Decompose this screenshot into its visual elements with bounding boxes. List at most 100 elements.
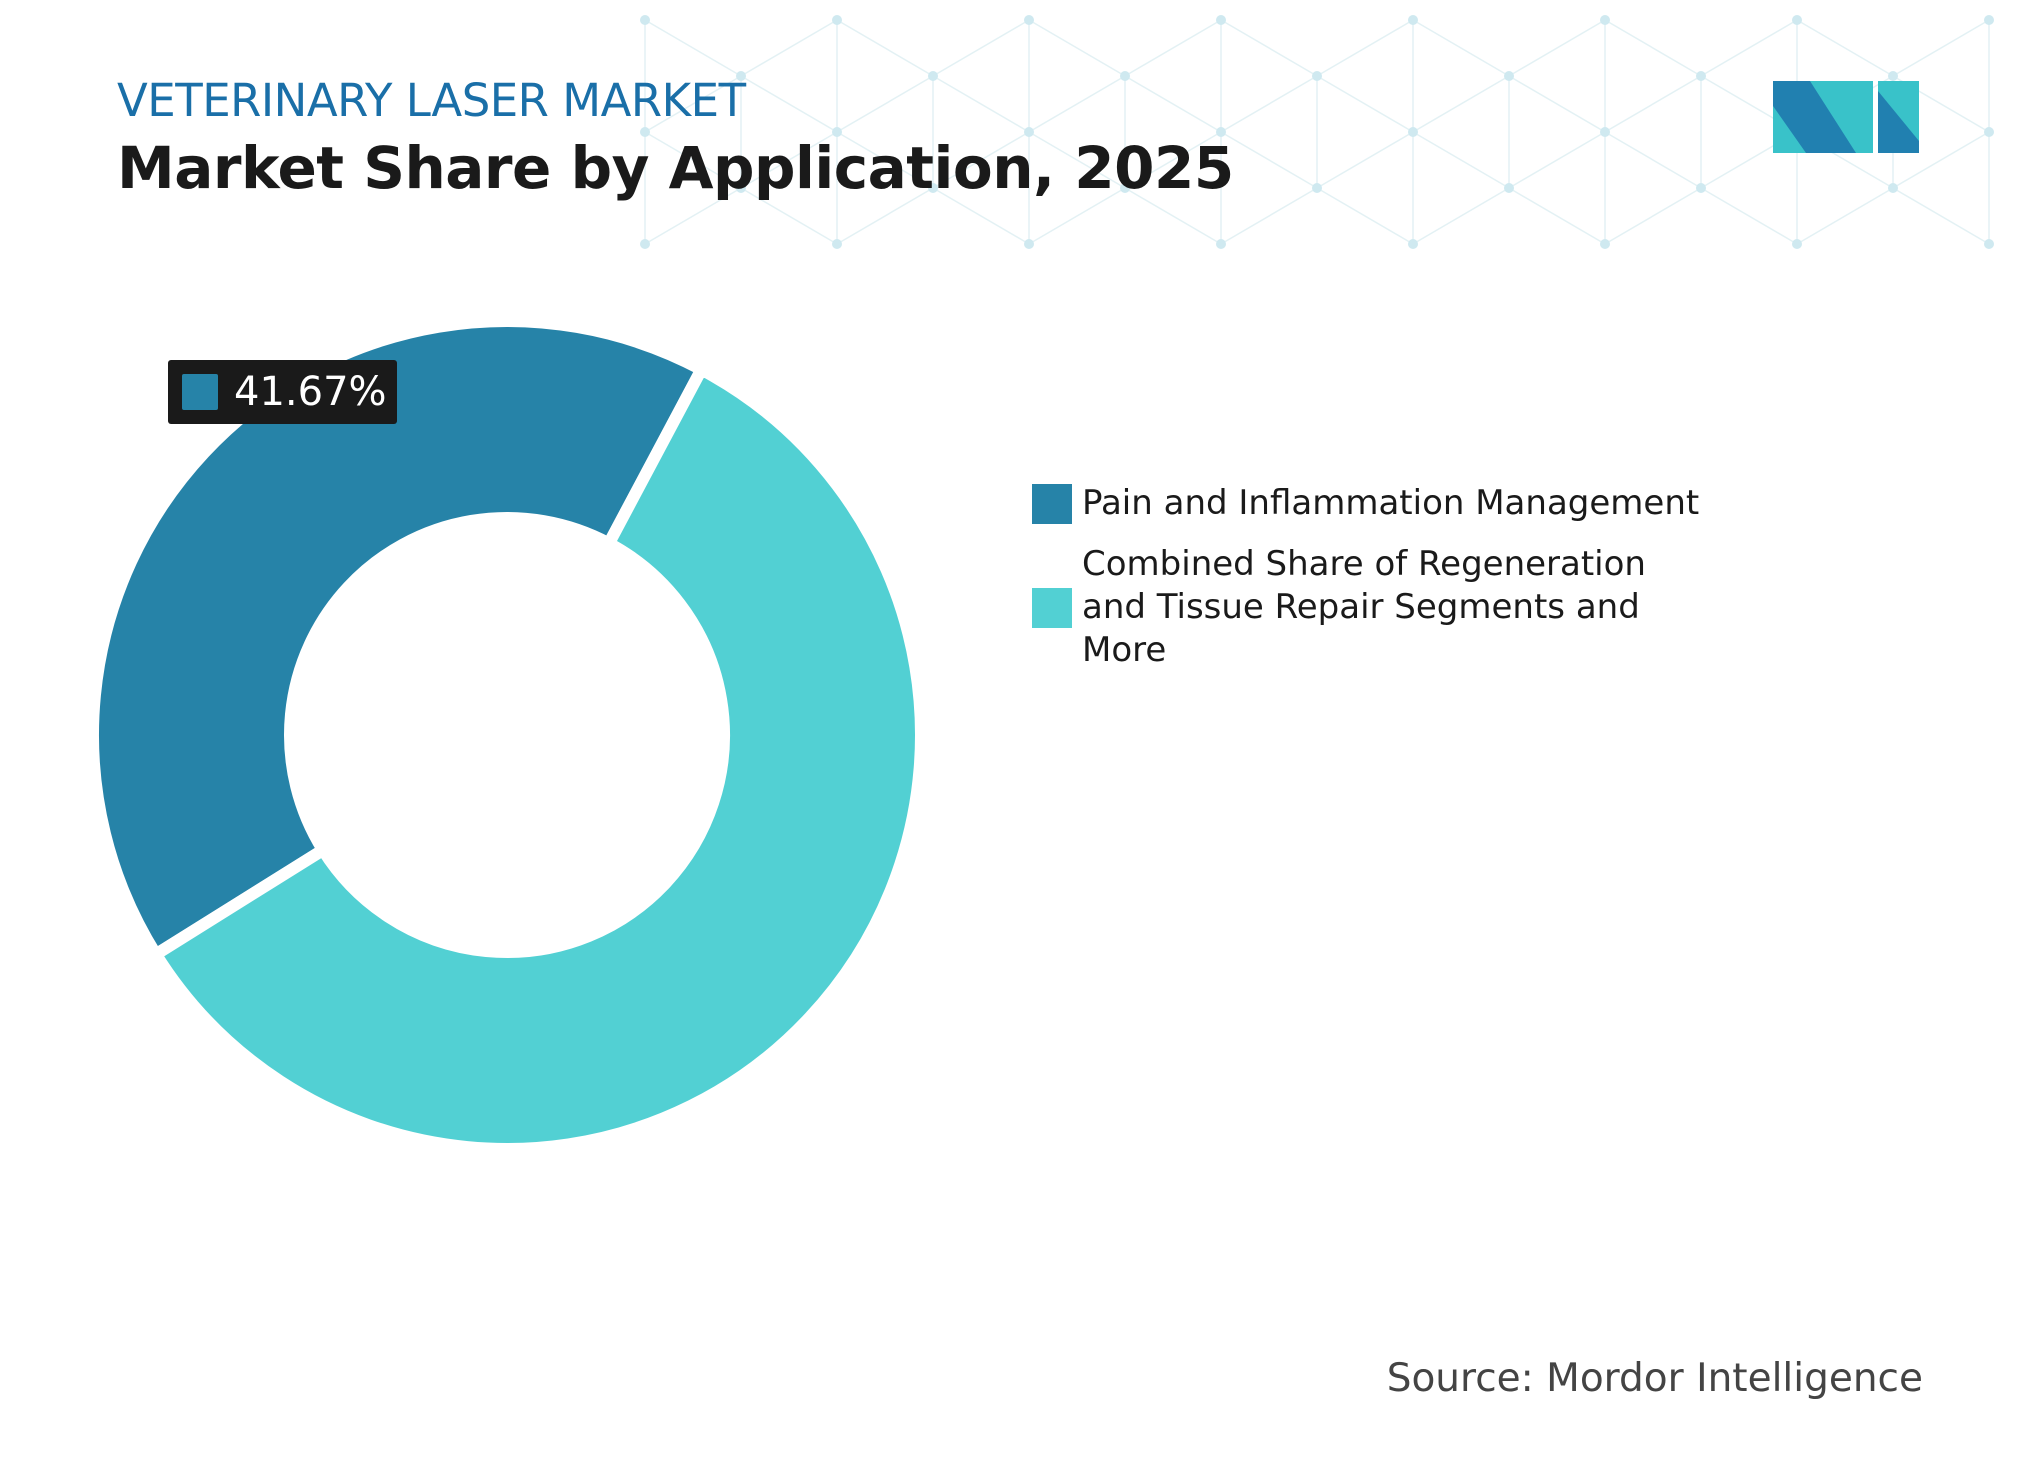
pattern-dot bbox=[1216, 15, 1226, 25]
legend-item[interactable]: Pain and Inflammation Management bbox=[1032, 482, 1712, 525]
pattern-line bbox=[1412, 187, 1510, 245]
pattern-dot bbox=[1504, 183, 1514, 193]
pattern-dot bbox=[1600, 127, 1610, 137]
pattern-dot bbox=[1984, 15, 1994, 25]
pattern-dot bbox=[1216, 127, 1226, 137]
pattern-dot bbox=[832, 15, 842, 25]
pattern-line bbox=[1220, 131, 1318, 189]
pattern-line bbox=[1028, 19, 1126, 77]
pattern-dot bbox=[640, 15, 650, 25]
pattern-line bbox=[1220, 75, 1318, 133]
pattern-line bbox=[1508, 19, 1606, 77]
pattern-line bbox=[740, 131, 838, 189]
pattern-line bbox=[1124, 187, 1222, 245]
pattern-line bbox=[932, 131, 1030, 189]
pattern-dot bbox=[640, 127, 650, 137]
legend-item[interactable]: Combined Share of Regeneration and Tissu… bbox=[1032, 543, 1712, 672]
pattern-line bbox=[1508, 187, 1606, 245]
pattern-line bbox=[1412, 75, 1510, 133]
pattern-line bbox=[1220, 187, 1318, 245]
tooltip-swatch bbox=[182, 374, 218, 410]
pattern-line bbox=[1604, 131, 1702, 189]
pattern-dot bbox=[1696, 183, 1706, 193]
pattern-line bbox=[1412, 19, 1510, 77]
pattern-line bbox=[1124, 131, 1222, 189]
pattern-line bbox=[932, 19, 1030, 77]
pattern-dot bbox=[1024, 127, 1034, 137]
pattern-line bbox=[644, 19, 742, 77]
pattern-dot bbox=[928, 183, 938, 193]
pattern-line bbox=[740, 187, 838, 245]
pattern-line bbox=[1028, 187, 1126, 245]
pattern-line bbox=[1604, 75, 1702, 133]
pattern-line bbox=[644, 187, 742, 245]
pattern-dot bbox=[1312, 183, 1322, 193]
pattern-dot bbox=[832, 239, 842, 249]
donut-slice-1[interactable] bbox=[87, 315, 710, 963]
pattern-dot bbox=[1888, 183, 1898, 193]
pattern-line bbox=[1604, 19, 1702, 77]
legend-label: Pain and Inflammation Management bbox=[1082, 483, 1700, 523]
pattern-dot bbox=[1792, 239, 1802, 249]
pattern-line bbox=[836, 75, 934, 133]
pattern-dot bbox=[1408, 15, 1418, 25]
pattern-line bbox=[1316, 75, 1414, 133]
pattern-line bbox=[1700, 19, 1798, 77]
pattern-line bbox=[1892, 19, 1990, 77]
pattern-line bbox=[932, 75, 1030, 133]
pattern-line bbox=[932, 187, 1030, 245]
pattern-line bbox=[1412, 131, 1510, 189]
pattern-line bbox=[644, 131, 742, 189]
pattern-line bbox=[1028, 75, 1126, 133]
pattern-line bbox=[644, 75, 742, 133]
pattern-line bbox=[1892, 131, 1990, 189]
pattern-dot bbox=[1504, 71, 1514, 81]
pattern-dot bbox=[1120, 71, 1130, 81]
pattern-line bbox=[1508, 75, 1606, 133]
pattern-dot bbox=[640, 239, 650, 249]
pattern-dot bbox=[1888, 71, 1898, 81]
chart-title: Market Share by Application, 2025 bbox=[117, 134, 1234, 202]
pattern-line bbox=[836, 131, 934, 189]
pattern-dot bbox=[1312, 71, 1322, 81]
pattern-dot bbox=[1984, 127, 1994, 137]
pattern-dot bbox=[1120, 183, 1130, 193]
pattern-dot bbox=[928, 71, 938, 81]
pattern-dot bbox=[1408, 127, 1418, 137]
pattern-dot bbox=[1600, 15, 1610, 25]
data-label-tooltip: 41.67% bbox=[168, 360, 397, 424]
pattern-dot bbox=[1792, 15, 1802, 25]
pattern-dot bbox=[736, 183, 746, 193]
pattern-line bbox=[836, 19, 934, 77]
pattern-line bbox=[836, 187, 934, 245]
pattern-dot bbox=[1600, 239, 1610, 249]
chart-kicker: VETERINARY LASER MARKET bbox=[117, 74, 746, 127]
pattern-line bbox=[1124, 75, 1222, 133]
mordor-logo bbox=[1773, 81, 1919, 153]
pattern-dot bbox=[1216, 239, 1226, 249]
pattern-dot bbox=[1024, 15, 1034, 25]
pattern-line bbox=[1316, 187, 1414, 245]
pattern-line bbox=[740, 75, 838, 133]
legend-swatch bbox=[1032, 483, 1072, 524]
pattern-line bbox=[1508, 131, 1606, 189]
pattern-dot bbox=[1408, 239, 1418, 249]
pattern-dot bbox=[832, 127, 842, 137]
donut-slice-2[interactable] bbox=[147, 361, 927, 1155]
pattern-line bbox=[1796, 19, 1894, 77]
pattern-line bbox=[1316, 131, 1414, 189]
legend-swatch bbox=[1032, 587, 1072, 628]
pattern-dot bbox=[1024, 239, 1034, 249]
source-note: Source: Mordor Intelligence bbox=[1386, 1356, 1923, 1401]
pattern-line bbox=[1124, 19, 1222, 77]
pattern-dot bbox=[1696, 71, 1706, 81]
pattern-dot bbox=[1984, 239, 1994, 249]
pattern-dot bbox=[736, 71, 746, 81]
data-label: 41.67% bbox=[234, 369, 387, 415]
pattern-line bbox=[1892, 187, 1990, 245]
pattern-line bbox=[1604, 187, 1702, 245]
pattern-line bbox=[1028, 131, 1126, 189]
pattern-line bbox=[1796, 187, 1894, 245]
